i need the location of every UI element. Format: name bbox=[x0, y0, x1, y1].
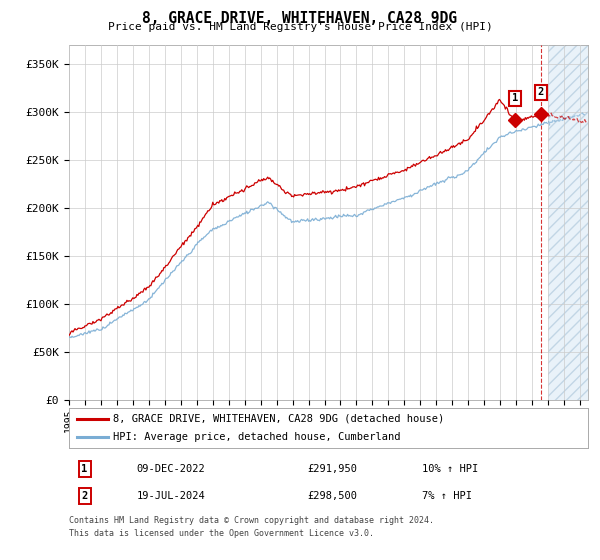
Text: Price paid vs. HM Land Registry's House Price Index (HPI): Price paid vs. HM Land Registry's House … bbox=[107, 22, 493, 32]
Bar bbox=[548, 45, 588, 400]
Text: 7% ↑ HPI: 7% ↑ HPI bbox=[422, 491, 472, 501]
Text: £291,950: £291,950 bbox=[308, 464, 358, 474]
Text: 1: 1 bbox=[82, 464, 88, 474]
Text: 2: 2 bbox=[82, 491, 88, 501]
Text: 8, GRACE DRIVE, WHITEHAVEN, CA28 9DG (detached house): 8, GRACE DRIVE, WHITEHAVEN, CA28 9DG (de… bbox=[113, 414, 445, 423]
Text: 10% ↑ HPI: 10% ↑ HPI bbox=[422, 464, 478, 474]
Text: 8, GRACE DRIVE, WHITEHAVEN, CA28 9DG: 8, GRACE DRIVE, WHITEHAVEN, CA28 9DG bbox=[143, 11, 458, 26]
Text: This data is licensed under the Open Government Licence v3.0.: This data is licensed under the Open Gov… bbox=[69, 529, 374, 538]
Text: £298,500: £298,500 bbox=[308, 491, 358, 501]
Bar bbox=[548, 45, 588, 400]
Text: 1: 1 bbox=[512, 94, 518, 104]
Text: HPI: Average price, detached house, Cumberland: HPI: Average price, detached house, Cumb… bbox=[113, 432, 401, 442]
Text: Contains HM Land Registry data © Crown copyright and database right 2024.: Contains HM Land Registry data © Crown c… bbox=[69, 516, 434, 525]
Text: 19-JUL-2024: 19-JUL-2024 bbox=[136, 491, 205, 501]
Text: 2: 2 bbox=[538, 87, 544, 97]
Text: 09-DEC-2022: 09-DEC-2022 bbox=[136, 464, 205, 474]
